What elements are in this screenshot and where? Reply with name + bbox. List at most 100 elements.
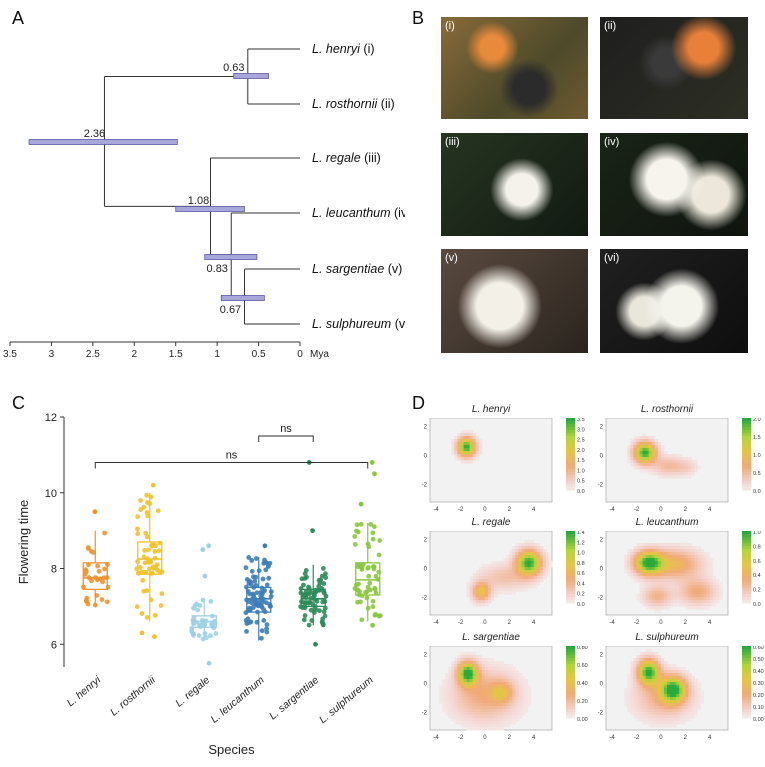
density-cell — [521, 688, 526, 692]
density-cell — [460, 460, 465, 464]
y-tick-label: 2 — [600, 425, 604, 431]
density-cell — [478, 439, 483, 443]
density-cell — [670, 697, 674, 701]
density-cell — [515, 543, 519, 547]
density-cell — [700, 600, 705, 604]
density-cell — [694, 679, 698, 683]
density-cell — [673, 579, 677, 583]
density-cell — [533, 585, 538, 589]
density-cell — [648, 561, 653, 565]
density-cell — [454, 436, 458, 440]
density-cell — [682, 718, 686, 722]
density-cell — [463, 655, 468, 659]
density-cell — [545, 552, 550, 556]
density-cell — [469, 715, 474, 719]
density-cell — [682, 585, 686, 589]
colorbar-step — [742, 579, 751, 583]
density-cell — [654, 564, 659, 568]
density-cell — [497, 573, 501, 577]
density-cell — [539, 579, 544, 583]
density-cell — [648, 712, 653, 716]
data-point — [259, 635, 264, 641]
density-cell — [685, 555, 689, 559]
density-cell — [682, 564, 686, 568]
density-cell — [545, 555, 550, 559]
density-cell — [709, 573, 714, 577]
density-cell — [506, 697, 510, 701]
density-cell — [487, 661, 492, 665]
density-cell — [642, 652, 647, 656]
density-cell — [663, 463, 668, 467]
density-cell — [645, 555, 650, 559]
density-cell — [673, 703, 677, 707]
density-cell — [676, 697, 680, 701]
density-cell — [645, 573, 650, 577]
density-cell — [648, 564, 653, 568]
density-cell — [676, 549, 680, 553]
density-cell — [673, 469, 677, 473]
density-cell — [503, 561, 507, 565]
density-cell — [694, 706, 698, 710]
density-cell — [542, 561, 547, 565]
density-cell — [694, 712, 698, 716]
density-cell — [648, 460, 653, 464]
density-cell — [663, 712, 668, 716]
colorbar-label: 0.40 — [753, 669, 764, 675]
density-cell — [627, 697, 631, 701]
density-cell — [630, 673, 634, 677]
density-cell — [682, 706, 686, 710]
density-cell — [685, 466, 689, 470]
density-cell — [466, 658, 471, 662]
density-cell — [685, 712, 689, 716]
colorbar-label: 0.20 — [577, 699, 588, 705]
density-cell — [679, 457, 683, 461]
density-cell — [682, 469, 686, 473]
density-cell — [639, 700, 644, 704]
density-cell — [481, 658, 486, 662]
density-cell — [475, 436, 480, 440]
density-cell — [703, 561, 708, 565]
density-cell — [466, 442, 471, 446]
density-cell — [645, 576, 650, 580]
density-cell — [688, 688, 692, 692]
data-point — [149, 570, 155, 576]
density-cell — [460, 718, 465, 722]
density-cell — [515, 688, 519, 692]
density-cell — [627, 685, 631, 689]
density-cell — [506, 718, 510, 722]
density-cell — [627, 561, 631, 565]
density-cell — [469, 591, 474, 595]
density-cell — [709, 564, 714, 568]
density-cell — [639, 685, 644, 689]
density-cell — [518, 582, 522, 586]
density-cell — [478, 670, 483, 674]
density-cell — [657, 685, 662, 689]
density-cell — [639, 576, 644, 580]
density-cell — [521, 561, 526, 565]
density-cell — [667, 594, 671, 598]
density-cell — [451, 712, 455, 716]
density-cell — [636, 561, 641, 565]
colorbar-step — [742, 439, 751, 443]
density-title: L. sulphureum — [635, 632, 699, 643]
density-cell — [663, 667, 668, 671]
density-cell — [645, 709, 650, 713]
density-cell — [651, 466, 656, 470]
data-point — [352, 533, 358, 539]
data-point — [147, 558, 153, 564]
density-cell — [487, 667, 492, 671]
density-cell — [530, 585, 535, 589]
density-cell — [533, 579, 538, 583]
density-cell — [654, 721, 659, 725]
density-cell — [503, 703, 507, 707]
density-cell — [706, 579, 711, 583]
density-cell — [688, 603, 692, 607]
density-cell — [667, 679, 671, 683]
density-cell — [512, 585, 516, 589]
density-cell — [545, 567, 550, 571]
density-cell — [451, 688, 455, 692]
density-cell — [472, 688, 477, 692]
node-ci-bar — [220, 295, 265, 301]
density-cell — [439, 688, 443, 692]
density-cell — [682, 709, 686, 713]
